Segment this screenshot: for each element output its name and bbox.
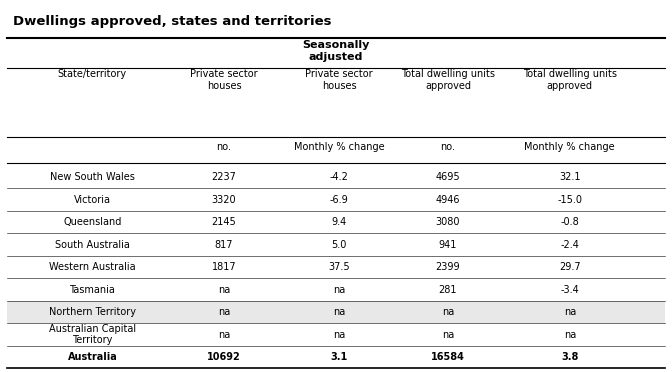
Text: na: na [218, 285, 230, 295]
Text: South Australia: South Australia [55, 240, 130, 250]
Text: 3080: 3080 [435, 217, 460, 227]
Text: Western Australia: Western Australia [49, 262, 136, 272]
Text: 1817: 1817 [212, 262, 237, 272]
Text: na: na [333, 285, 345, 295]
Text: Private sector
houses: Private sector houses [306, 69, 373, 91]
Text: Australia: Australia [67, 352, 117, 362]
Text: no.: no. [216, 142, 232, 152]
Text: 3.8: 3.8 [561, 352, 579, 362]
Text: State/territory: State/territory [58, 69, 127, 79]
Text: Dwellings approved, states and territories: Dwellings approved, states and territori… [13, 15, 332, 28]
Text: 16584: 16584 [431, 352, 465, 362]
Text: Monthly % change: Monthly % change [524, 142, 615, 152]
Text: Monthly % change: Monthly % change [294, 142, 384, 152]
Text: 2145: 2145 [212, 217, 237, 227]
Text: na: na [442, 330, 454, 340]
Text: 10692: 10692 [207, 352, 241, 362]
Text: Total dwelling units
approved: Total dwelling units approved [523, 69, 617, 91]
Text: 4695: 4695 [435, 172, 460, 182]
Text: 29.7: 29.7 [559, 262, 581, 272]
Text: 3.1: 3.1 [331, 352, 348, 362]
Text: 281: 281 [439, 285, 457, 295]
Text: 941: 941 [439, 240, 457, 250]
Text: 9.4: 9.4 [332, 217, 347, 227]
Text: -0.8: -0.8 [560, 217, 579, 227]
Text: Queensland: Queensland [63, 217, 122, 227]
Text: na: na [218, 307, 230, 317]
Text: na: na [564, 307, 576, 317]
Text: -4.2: -4.2 [330, 172, 349, 182]
Text: New South Wales: New South Wales [50, 172, 135, 182]
Text: -3.4: -3.4 [560, 285, 579, 295]
Text: Australian Capital
Territory: Australian Capital Territory [49, 324, 136, 345]
Text: -2.4: -2.4 [560, 240, 579, 250]
Text: na: na [564, 330, 576, 340]
Text: Victoria: Victoria [74, 195, 111, 205]
Text: 37.5: 37.5 [329, 262, 350, 272]
Text: Private sector
houses: Private sector houses [190, 69, 258, 91]
Text: na: na [333, 330, 345, 340]
Text: na: na [442, 307, 454, 317]
Text: Northern Territory: Northern Territory [49, 307, 136, 317]
Text: 2237: 2237 [212, 172, 237, 182]
Text: no.: no. [440, 142, 456, 152]
Text: 2399: 2399 [435, 262, 460, 272]
Text: 4946: 4946 [435, 195, 460, 205]
Text: 32.1: 32.1 [559, 172, 581, 182]
Text: -6.9: -6.9 [330, 195, 349, 205]
Text: 3320: 3320 [212, 195, 237, 205]
Text: 817: 817 [215, 240, 233, 250]
Text: Seasonally
adjusted: Seasonally adjusted [302, 40, 370, 62]
Text: na: na [218, 330, 230, 340]
Text: -15.0: -15.0 [557, 195, 583, 205]
Text: Total dwelling units
approved: Total dwelling units approved [401, 69, 495, 91]
FancyBboxPatch shape [7, 301, 665, 323]
Text: na: na [333, 307, 345, 317]
Text: 5.0: 5.0 [331, 240, 347, 250]
Text: Tasmania: Tasmania [69, 285, 116, 295]
